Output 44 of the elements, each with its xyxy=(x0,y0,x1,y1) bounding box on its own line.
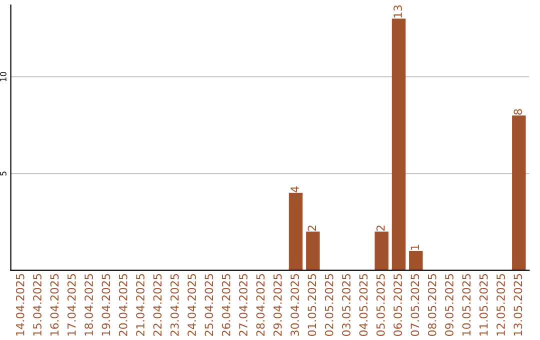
x-tick-label: 01.05.2025 xyxy=(308,274,316,336)
x-tick-label: 10.05.2025 xyxy=(462,274,471,336)
x-tick-label: 28.04.2025 xyxy=(256,274,265,336)
x-tick-label: 07.05.2025 xyxy=(410,274,420,336)
x-tick-label: 26.04.2025 xyxy=(222,274,230,336)
x-tick-label: 16.04.2025 xyxy=(50,274,59,336)
bar xyxy=(374,232,388,270)
x-tick-label: 25.04.2025 xyxy=(204,274,214,336)
data-label: 2 xyxy=(308,226,316,231)
y-tick-label: 10 xyxy=(0,72,6,82)
bar xyxy=(512,115,526,270)
data-label: 8 xyxy=(514,109,522,115)
x-tick-label: 13.05.2025 xyxy=(514,274,522,336)
x-tick-label: 21.04.2025 xyxy=(136,274,144,336)
x-tick-label: 19.04.2025 xyxy=(102,274,110,336)
bar xyxy=(392,18,406,270)
x-tick-label: 05.05.2025 xyxy=(376,274,385,336)
x-tick-label: 17.04.2025 xyxy=(67,274,76,336)
x-tick-label: 12.05.2025 xyxy=(496,274,505,336)
bar xyxy=(306,232,320,270)
data-label: 4 xyxy=(290,186,299,192)
x-tick-label: 23.04.2025 xyxy=(170,274,179,336)
x-tick-label: 24.04.2025 xyxy=(188,274,196,336)
data-label: 2 xyxy=(376,226,385,231)
y-tick-label: 5 xyxy=(0,172,6,176)
data-label: 13 xyxy=(394,5,402,18)
bar xyxy=(288,192,303,270)
x-tick-label: 02.05.2025 xyxy=(324,274,334,336)
x-tick-label: 20.04.2025 xyxy=(118,274,128,336)
x-tick-label: 18.04.2025 xyxy=(84,274,93,336)
x-tick-label: 29.04.2025 xyxy=(273,274,282,336)
x-tick-label: 27.04.2025 xyxy=(239,274,248,336)
x-tick-label: 09.05.2025 xyxy=(445,274,454,336)
x-tick-label: 14.04.2025 xyxy=(16,274,24,336)
x-tick-label: 11.05.2025 xyxy=(479,274,488,336)
data-label: 1 xyxy=(410,244,419,250)
x-tick-label: 03.05.2025 xyxy=(342,274,350,336)
x-tick-label: 22.04.2025 xyxy=(153,274,162,336)
x-tick-label: 15.04.2025 xyxy=(33,274,42,336)
x-tick-label: 30.04.2025 xyxy=(290,274,299,336)
x-tick-label: 04.05.2025 xyxy=(359,274,368,336)
x-tick-label: 06.05.2025 xyxy=(394,274,402,336)
x-tick-label: 08.05.2025 xyxy=(428,274,436,336)
bar xyxy=(409,250,423,270)
